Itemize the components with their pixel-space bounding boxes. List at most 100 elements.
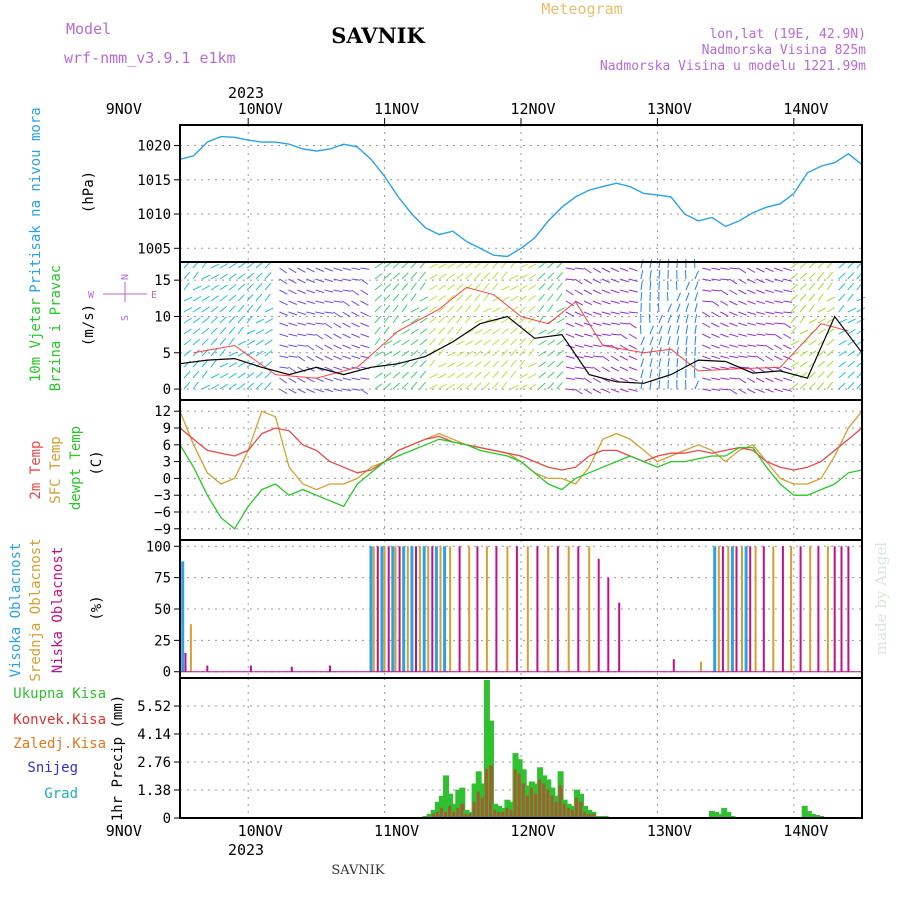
- wind-arrow: [342, 322, 351, 328]
- wind-arrow: [666, 291, 669, 302]
- wind-arrow: [333, 333, 342, 339]
- wind-arrow: [438, 284, 447, 291]
- wind-arrow: [192, 381, 199, 390]
- wind-arrow: [738, 267, 747, 274]
- wind-arrow: [510, 317, 518, 324]
- wind-arrow: [556, 360, 564, 368]
- wind-arrow: [438, 316, 446, 324]
- wind-arrow: [649, 270, 652, 280]
- wind-arrow: [729, 377, 739, 380]
- wind-arrow: [676, 325, 680, 335]
- wind-arrow: [279, 377, 288, 384]
- wind-arrow: [565, 377, 575, 380]
- wind-arrow: [702, 289, 712, 292]
- wind-arrow: [392, 315, 399, 324]
- wind-arrow: [528, 316, 536, 324]
- wind-arrow: [255, 272, 263, 280]
- wind-arrow: [783, 344, 792, 350]
- wind-arrow: [288, 300, 297, 305]
- cloud-bar-low: [431, 546, 434, 672]
- wind-arrow: [246, 283, 254, 291]
- precip-legend: Ukupna Kisa Konvek.Kisa Zaledj.Kisa Snijeg G…: [13, 686, 106, 802]
- wind-arrow: [658, 369, 661, 379]
- wind-arrow: [374, 337, 381, 346]
- wind-arrow: [574, 377, 584, 380]
- wind-arrow: [183, 282, 190, 291]
- wind-arrow: [601, 355, 610, 362]
- compass-e: E: [151, 290, 157, 301]
- wind-arrow: [210, 384, 220, 390]
- wind-arrow: [756, 267, 765, 273]
- wind-arrow: [856, 307, 865, 313]
- wind-arrow: [756, 388, 765, 394]
- wind-arrow: [183, 328, 192, 335]
- wind-arrow: [474, 339, 483, 346]
- precip-conv-bar: [583, 811, 588, 818]
- wind-arrow: [729, 344, 739, 348]
- wind-arrow: [279, 267, 288, 274]
- wind-arrow: [246, 294, 254, 302]
- wind-arrow: [228, 273, 237, 280]
- wind-arrow: [729, 278, 738, 285]
- wind-arrow: [237, 294, 245, 302]
- cloud-bar-low: [415, 546, 417, 672]
- pressure-line: [179, 135, 863, 258]
- wind-arrow: [501, 338, 509, 346]
- wind-arrow: [315, 388, 325, 393]
- wind-arrow: [765, 267, 774, 273]
- wind-arrow: [410, 349, 419, 357]
- wind-arrow: [565, 355, 575, 359]
- wind-arrow: [333, 289, 343, 293]
- wind-arrow: [528, 327, 536, 335]
- wind-arrow: [747, 366, 756, 373]
- wind-arrow: [790, 340, 800, 346]
- wind-arrow: [765, 300, 775, 304]
- wind-arrow: [528, 337, 535, 346]
- cloud-bar-mid: [588, 546, 591, 672]
- wind-arrow: [694, 335, 697, 346]
- wind-arrow: [306, 377, 315, 383]
- wind-arrow: [538, 304, 545, 313]
- wind-arrow: [501, 370, 508, 379]
- wind-arrow: [756, 322, 766, 326]
- wind-arrow: [288, 278, 297, 284]
- wind-arrow: [351, 388, 361, 391]
- wind-arrow: [419, 317, 428, 324]
- precip-conv-bar: [538, 779, 543, 818]
- y-tick-label: 1010: [137, 207, 171, 223]
- wind-arrow: [438, 295, 446, 302]
- wind-arrow: [702, 300, 712, 303]
- wind-arrow: [729, 267, 739, 270]
- wind-arrow: [360, 388, 369, 395]
- wind-arrow: [510, 295, 519, 302]
- precip-legend-item: Konvek.Kisa: [13, 712, 106, 728]
- wind-arrow: [219, 362, 229, 368]
- wind-arrow: [315, 355, 324, 361]
- precip-conv-bar: [579, 801, 583, 818]
- dewpt-label: dewpt Temp: [68, 426, 84, 510]
- wind-arrow: [619, 388, 629, 393]
- wind-arrow: [492, 296, 501, 302]
- wind-arrow: [720, 278, 730, 281]
- wind-arrow: [592, 289, 602, 295]
- wind-arrow: [474, 371, 482, 379]
- wind-arrow: [747, 300, 756, 305]
- y-tick-label: −3: [154, 488, 171, 504]
- wind-arrow: [255, 283, 263, 291]
- wind-arrow: [556, 339, 565, 346]
- wind-arrow: [765, 289, 775, 294]
- wind-arrow: [401, 382, 409, 390]
- wind-arrow: [219, 327, 227, 335]
- cloud-bar-low: [329, 665, 331, 672]
- wind-label-2: Brzina i Pravac: [48, 265, 64, 391]
- precip-conv-bar: [529, 787, 534, 818]
- wind-arrow: [547, 282, 554, 291]
- wind-arrow: [210, 359, 217, 368]
- wind-arrow: [447, 351, 456, 357]
- wind-arrow: [501, 328, 509, 335]
- wind-arrow: [720, 322, 729, 328]
- wind-arrow: [808, 350, 817, 357]
- wind-arrow: [720, 267, 730, 270]
- precip-conv-bar: [452, 811, 457, 818]
- wind-arrow: [583, 300, 593, 306]
